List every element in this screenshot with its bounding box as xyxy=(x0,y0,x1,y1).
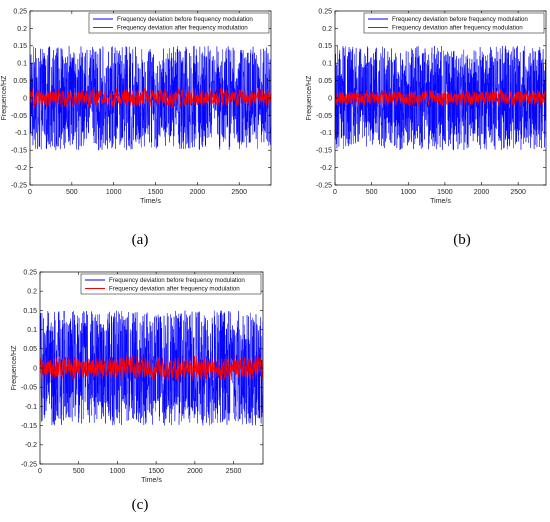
y-tick-label: 0.15 xyxy=(13,43,27,50)
series-after-line xyxy=(30,86,271,109)
legend-box xyxy=(88,12,270,34)
legend-label: Frequency deviation before frequency mod… xyxy=(392,16,528,23)
y-tick-label: -0.15 xyxy=(316,148,332,155)
series-after-line xyxy=(335,88,546,107)
x-tick-label: 2500 xyxy=(226,468,242,475)
y-tick-label: 0.1 xyxy=(17,61,27,68)
legend-label: Frequency deviation before frequency mod… xyxy=(109,277,245,284)
panel-label-a: (a) xyxy=(131,232,149,248)
x-axis-label: Time/s xyxy=(141,477,162,484)
panel-label-c: (c) xyxy=(131,497,149,513)
y-tick-label: -0.1 xyxy=(25,404,37,411)
y-tick-label: -0.25 xyxy=(21,461,37,468)
legend-box xyxy=(80,273,262,295)
y-tick-label: -0.1 xyxy=(320,130,332,137)
x-tick-label: 1000 xyxy=(106,189,122,196)
chart-b: -0.25 -0.2 -0.15 -0.1 -0.05 0 0.05 0.1 0.15 0.2 0.… xyxy=(306,8,547,205)
y-tick-label: 0.25 xyxy=(13,8,27,15)
y-tick-label: 0.05 xyxy=(23,346,37,353)
x-tick-label: 2000 xyxy=(474,189,490,196)
legend-box xyxy=(363,12,545,34)
y-tick-label: -0.05 xyxy=(21,385,37,392)
y-tick-label: -0.1 xyxy=(15,130,27,137)
y-tick-label: 0.15 xyxy=(318,43,332,50)
y-tick-label: 0.2 xyxy=(322,26,332,33)
legend-label: Frequency deviation after frequency modu… xyxy=(117,25,248,32)
series-before-line xyxy=(40,310,263,426)
x-tick-label: 2000 xyxy=(187,468,203,475)
series-before-line xyxy=(335,45,546,151)
x-tick-label: 1000 xyxy=(110,468,126,475)
x-tick-label: 1500 xyxy=(148,468,164,475)
chart-c: -0.25 -0.2 -0.15 -0.1 -0.05 0 0.05 0.1 0.15 0.2 0.… xyxy=(11,269,264,484)
series-after-line xyxy=(40,353,263,381)
legend: Frequency deviation before frequency mod… xyxy=(80,273,262,295)
x-tick-label: 2000 xyxy=(190,189,206,196)
x-tick-label: 0 xyxy=(28,189,32,196)
legend-label: Frequency deviation after frequency modu… xyxy=(109,286,240,293)
y-tick-label: -0.15 xyxy=(11,148,27,155)
y-tick-label: -0.05 xyxy=(316,113,332,120)
x-tick-label: 1500 xyxy=(437,189,453,196)
x-tick-label: 0 xyxy=(38,468,42,475)
y-tick-label: 0.2 xyxy=(27,289,37,296)
y-tick-label: 0 xyxy=(23,95,27,102)
legend: Frequency deviation before frequency mod… xyxy=(363,12,545,34)
x-tick-label: 0 xyxy=(333,189,337,196)
y-tick-label: -0.05 xyxy=(11,113,27,120)
y-tick-label: -0.15 xyxy=(21,423,37,430)
legend: Frequency deviation before frequency mod… xyxy=(88,12,270,34)
y-tick-label: 0 xyxy=(33,365,37,372)
y-tick-label: 0 xyxy=(328,95,332,102)
x-tick-label: 500 xyxy=(73,468,85,475)
y-tick-label: 0.2 xyxy=(17,26,27,33)
legend-label: Frequency deviation after frequency modu… xyxy=(392,25,523,32)
series-before-line xyxy=(30,45,271,151)
y-tick-label: 0.25 xyxy=(23,269,37,276)
y-tick-label: -0.25 xyxy=(316,182,332,189)
chart-a: -0.25 -0.2 -0.15 -0.1 -0.05 0 0.05 0.1 0.15 0.2 0.… xyxy=(1,8,272,205)
y-tick-label: -0.25 xyxy=(11,182,27,189)
x-tick-label: 500 xyxy=(366,189,378,196)
x-tick-label: 2500 xyxy=(510,189,526,196)
y-tick-label: -0.2 xyxy=(15,165,27,172)
x-axis-label: Time/s xyxy=(140,198,161,205)
legend-label: Frequency deviation before frequency mod… xyxy=(117,16,253,23)
x-axis-label: Time/s xyxy=(430,198,451,205)
y-tick-label: 0.1 xyxy=(27,327,37,334)
y-tick-label: 0.15 xyxy=(23,308,37,315)
panel-label-b: (b) xyxy=(453,232,471,248)
y-tick-label: -0.2 xyxy=(25,442,37,449)
y-tick-label: 0.05 xyxy=(318,78,332,85)
x-tick-label: 1500 xyxy=(148,189,164,196)
y-tick-label: 0.05 xyxy=(13,78,27,85)
x-tick-label: 2500 xyxy=(231,189,247,196)
y-axis-label: Frequence/HZ xyxy=(1,75,8,120)
y-tick-label: 0.1 xyxy=(322,61,332,68)
y-tick-label: 0.25 xyxy=(318,8,332,15)
x-tick-label: 500 xyxy=(66,189,78,196)
x-tick-label: 1000 xyxy=(400,189,416,196)
y-tick-label: -0.2 xyxy=(320,165,332,172)
y-axis-label: Frequence/HZ xyxy=(306,75,313,120)
y-axis-label: Frequence/HZ xyxy=(11,345,18,390)
